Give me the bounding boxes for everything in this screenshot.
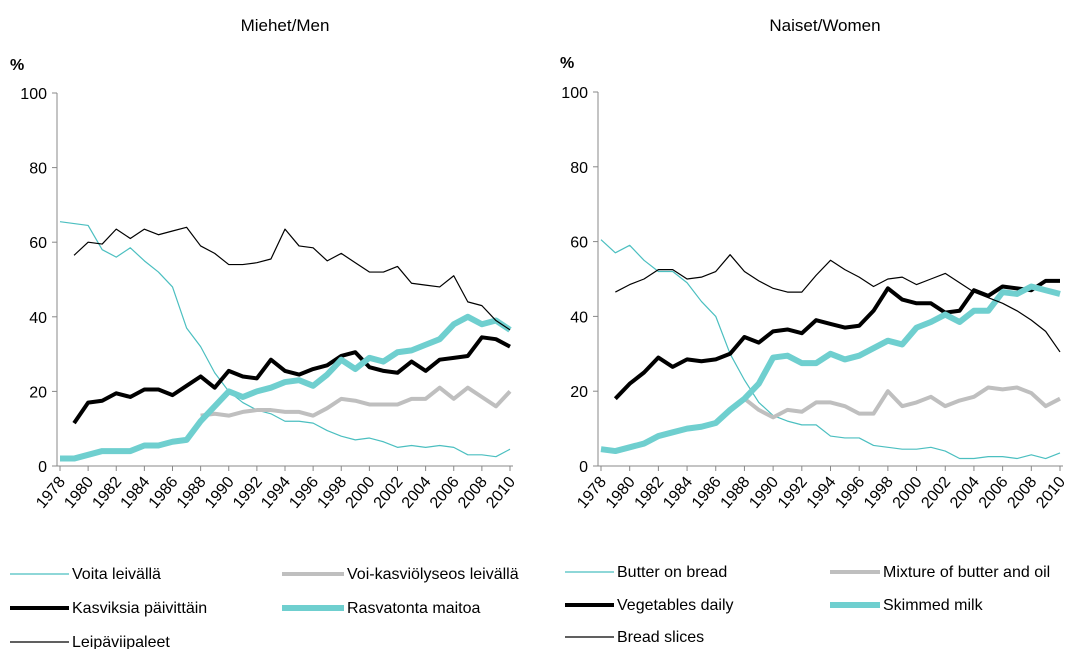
x-tick-label: 1998 [314,474,350,512]
x-tick-label: 1978 [574,474,610,512]
x-tick-label: 1996 [832,474,868,512]
legend-label: Voita leivällä [72,566,161,583]
x-tick-label: 1986 [146,474,182,512]
x-tick-label: 1984 [118,474,154,512]
x-tick-label: 1994 [804,474,840,512]
legend-label: Vegetables daily [617,597,734,614]
series-line [72,335,511,425]
y-tick-label: 60 [29,235,47,252]
x-tick-label: 2010 [1033,474,1069,512]
y-tick-label: 60 [570,235,588,252]
x-tick-label: 2002 [371,474,407,512]
y-tick-label: 40 [570,309,588,326]
x-tick-label: 2002 [918,474,954,512]
x-tick-label: 1990 [202,474,238,512]
series-line [59,221,511,458]
series-line [613,278,1060,401]
x-tick-label: 2010 [483,474,519,512]
x-tick-label: 2008 [1004,474,1040,512]
x-tick-label: 1978 [33,474,69,512]
x-tick-label: 1996 [286,474,322,512]
y-tick-label: 80 [570,160,588,177]
legend-label: Kasviksia päivittäin [72,600,207,617]
y-tick-label: 0 [38,459,47,476]
x-tick-label: 2008 [455,474,491,512]
x-tick-label: 1992 [230,474,266,512]
series-line [60,313,512,462]
series-line [615,254,1061,353]
x-tick-label: 1980 [603,474,639,512]
x-tick-label: 2000 [343,474,379,512]
x-tick-label: 1994 [258,474,294,512]
legend-label: Bread slices [617,629,704,646]
y-tick-label: 80 [29,161,47,178]
x-tick-label: 2004 [947,474,983,512]
series-line [743,385,1061,420]
y-tick-label: 20 [570,384,588,401]
x-tick-label: 1986 [689,474,725,512]
x-tick-label: 1980 [61,474,97,512]
x-tick-label: 1984 [660,474,696,512]
legend-label: Mixture of butter and oil [883,564,1050,581]
x-tick-label: 1998 [861,474,897,512]
x-tick-label: 2006 [976,474,1012,512]
chart-title: Miehet/Men [241,16,330,35]
x-tick-label: 2004 [399,474,435,512]
series-line [600,239,1061,460]
y-tick-label: 40 [29,310,47,327]
y-axis-label: % [560,55,574,72]
chart-title: Naiset/Women [769,16,880,35]
legend-label: Skimmed milk [883,597,984,614]
x-tick-label: 2006 [427,474,463,512]
y-axis-label: % [10,57,24,74]
y-tick-label: 100 [20,86,47,103]
x-tick-label: 1988 [718,474,754,512]
x-tick-label: 1992 [775,474,811,512]
x-tick-label: 1990 [746,474,782,512]
y-tick-label: 0 [579,459,588,476]
legend-label: Leipäviipaleet [72,634,170,649]
x-tick-label: 1982 [632,474,668,512]
series-line [600,283,1061,455]
y-tick-label: 100 [561,85,588,102]
x-tick-label: 1988 [174,474,210,512]
legend-label: Voi-kasviölyseos leivällä [347,566,519,583]
x-tick-label: 1982 [89,474,125,512]
legend-label: Rasvatonta maitoa [347,600,481,617]
y-tick-label: 20 [29,384,47,401]
x-tick-label: 2000 [890,474,926,512]
series-line [200,385,512,418]
series-line [73,226,511,331]
legend-label: Butter on bread [617,564,727,581]
